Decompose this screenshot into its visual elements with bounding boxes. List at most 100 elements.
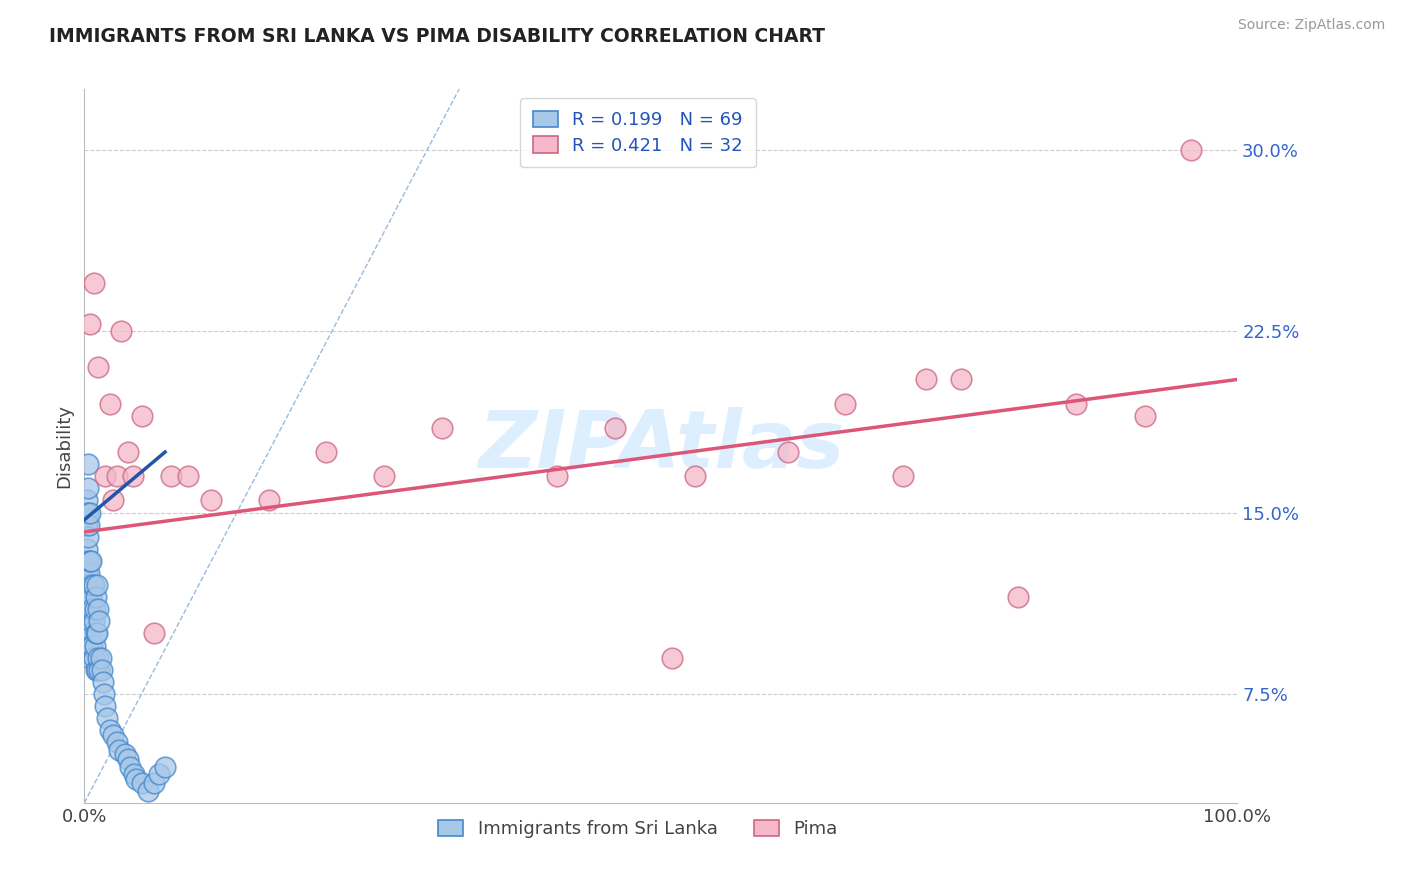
Point: [142, 776, 165, 790]
Point: [1133, 409, 1156, 423]
Point: [76, 626, 98, 640]
Point: [76, 554, 98, 568]
Point: [76, 493, 98, 508]
Point: [153, 759, 176, 773]
Point: [79, 602, 101, 616]
Point: [83, 578, 105, 592]
Point: [79, 650, 101, 665]
Point: [77, 566, 100, 580]
Point: [83, 650, 105, 665]
Point: [75, 517, 97, 532]
Point: [89, 663, 111, 677]
Point: [79, 506, 101, 520]
Point: [177, 469, 200, 483]
Point: [84, 663, 107, 677]
Text: Source: ZipAtlas.com: Source: ZipAtlas.com: [1237, 18, 1385, 32]
Point: [94, 469, 117, 483]
Point: [77, 590, 100, 604]
Point: [82, 639, 104, 653]
Point: [891, 469, 914, 483]
Point: [76, 530, 98, 544]
Point: [122, 766, 145, 780]
Point: [77, 639, 100, 653]
Point: [110, 324, 132, 338]
Point: [82, 602, 104, 616]
Point: [77, 615, 100, 629]
Point: [83, 602, 105, 616]
Point: [685, 469, 707, 483]
Legend: Immigrants from Sri Lanka, Pima: Immigrants from Sri Lanka, Pima: [425, 807, 851, 851]
Point: [131, 409, 153, 423]
Point: [117, 445, 139, 459]
Point: [76, 457, 98, 471]
Point: [90, 663, 112, 677]
Point: [80, 554, 103, 568]
Point: [84, 590, 107, 604]
Point: [120, 759, 142, 773]
Point: [949, 372, 972, 386]
Point: [105, 735, 128, 749]
Point: [1007, 590, 1029, 604]
Point: [87, 602, 110, 616]
Y-axis label: Disability: Disability: [55, 404, 73, 488]
Point: [114, 747, 136, 762]
Point: [117, 752, 139, 766]
Point: [373, 469, 395, 483]
Point: [76, 481, 98, 495]
Point: [103, 493, 124, 508]
Point: [1064, 397, 1087, 411]
Point: [77, 517, 100, 532]
Point: [661, 650, 683, 665]
Point: [603, 421, 626, 435]
Point: [121, 469, 143, 483]
Point: [915, 372, 938, 386]
Point: [105, 469, 128, 483]
Point: [82, 578, 104, 592]
Point: [80, 615, 103, 629]
Point: [76, 590, 98, 604]
Point: [108, 742, 131, 756]
Point: [125, 772, 148, 786]
Point: [98, 723, 121, 738]
Point: [94, 699, 117, 714]
Point: [83, 276, 105, 290]
Text: ZIPAtlas: ZIPAtlas: [478, 407, 844, 485]
Point: [76, 566, 98, 580]
Point: [86, 663, 108, 677]
Point: [79, 554, 101, 568]
Point: [83, 639, 105, 653]
Point: [257, 493, 280, 508]
Point: [98, 397, 121, 411]
Point: [76, 541, 98, 556]
Point: [103, 728, 124, 742]
Point: [96, 711, 118, 725]
Point: [430, 421, 453, 435]
Point: [89, 650, 111, 665]
Point: [75, 506, 97, 520]
Point: [76, 615, 98, 629]
Point: [131, 776, 153, 790]
Point: [89, 615, 111, 629]
Point: [546, 469, 568, 483]
Point: [86, 578, 108, 592]
Point: [776, 445, 799, 459]
Point: [160, 469, 183, 483]
Point: [76, 602, 98, 616]
Point: [93, 687, 115, 701]
Point: [76, 517, 98, 532]
Point: [315, 445, 337, 459]
Point: [1180, 143, 1202, 157]
Point: [200, 493, 222, 508]
Point: [76, 506, 98, 520]
Point: [79, 317, 101, 331]
Point: [91, 674, 114, 689]
Point: [75, 578, 97, 592]
Point: [79, 626, 101, 640]
Point: [87, 650, 110, 665]
Point: [142, 626, 165, 640]
Point: [148, 766, 170, 780]
Point: [87, 360, 110, 375]
Point: [80, 590, 103, 604]
Point: [76, 578, 98, 592]
Point: [80, 639, 103, 653]
